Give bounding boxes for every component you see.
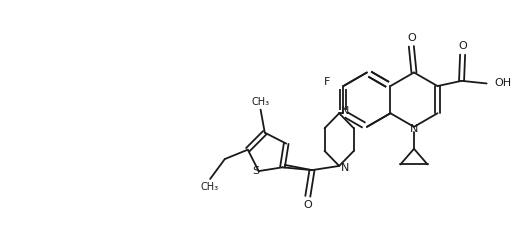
Text: OH: OH — [494, 79, 511, 89]
Text: O: O — [407, 33, 416, 43]
Text: CH₃: CH₃ — [252, 97, 270, 107]
Text: S: S — [252, 166, 260, 176]
Text: O: O — [304, 200, 312, 210]
Text: N: N — [341, 163, 350, 173]
Text: N: N — [341, 106, 350, 116]
Text: O: O — [458, 41, 467, 51]
Text: CH₃: CH₃ — [200, 182, 218, 192]
Text: N: N — [410, 124, 418, 134]
Text: F: F — [324, 77, 330, 87]
